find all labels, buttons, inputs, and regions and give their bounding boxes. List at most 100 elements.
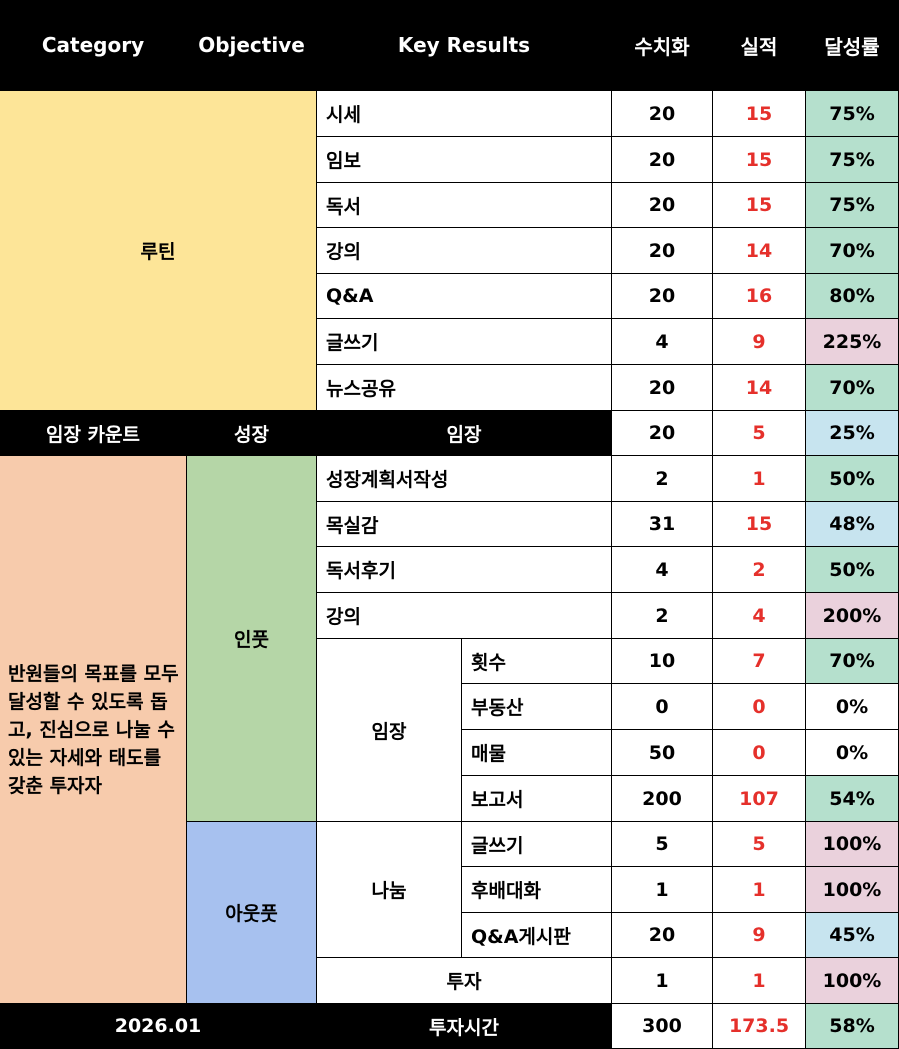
kr-label: 목실감: [317, 502, 612, 547]
actual-value: 1: [713, 867, 806, 913]
kr-sub-label: 후배대화: [462, 867, 612, 913]
category-vision: 반원들의 목표를 모두 달성할 수 있도록 돕고, 진심으로 나눌 수 있는 자…: [0, 456, 187, 1004]
target-value: 20: [612, 411, 713, 456]
actual-value: 1: [713, 456, 806, 502]
header-target: 수치화: [612, 0, 713, 91]
objective-output: 아웃풋: [187, 822, 317, 1004]
actual-value: 1: [713, 958, 806, 1004]
actual-value: 7: [713, 639, 806, 684]
rate-value: 70%: [806, 228, 899, 274]
target-value: 200: [612, 776, 713, 822]
kr-label: 임보: [317, 137, 612, 183]
actual-value: 14: [713, 365, 806, 411]
target-value: 20: [612, 228, 713, 274]
target-value: 1: [612, 958, 713, 1004]
actual-value: 16: [713, 274, 806, 319]
target-value: 0: [612, 684, 713, 730]
actual-value: 0: [713, 730, 806, 776]
actual-value: 2: [713, 547, 806, 593]
kr-label: 강의: [317, 593, 612, 639]
actual-value: 5: [713, 411, 806, 456]
header-rate: 달성률: [806, 0, 899, 91]
kr-label: 뉴스공유: [317, 365, 612, 411]
header-actual: 실적: [713, 0, 806, 91]
rate-value: 70%: [806, 365, 899, 411]
header-key-results: Key Results: [317, 0, 612, 91]
target-value: 2: [612, 593, 713, 639]
category-routine: 루틴: [0, 91, 317, 411]
kr-label: 독서후기: [317, 547, 612, 593]
rate-value: 48%: [806, 502, 899, 547]
target-value: 20: [612, 913, 713, 958]
rate-value: 0%: [806, 684, 899, 730]
rate-value: 225%: [806, 319, 899, 365]
header-category: Category: [0, 0, 187, 91]
rate-value: 100%: [806, 867, 899, 913]
rate-value: 50%: [806, 547, 899, 593]
actual-value: 9: [713, 913, 806, 958]
header-objective: Objective: [187, 0, 317, 91]
rate-value: 100%: [806, 822, 899, 867]
rate-value: 58%: [806, 1004, 899, 1049]
kr-label: 글쓰기: [317, 319, 612, 365]
kr-sub-label: 횟수: [462, 639, 612, 684]
kr-group-imjang: 임장: [317, 639, 462, 822]
rate-value: 70%: [806, 639, 899, 684]
kr-imjang: 임장: [317, 411, 612, 456]
kr-label: 성장계획서작성: [317, 456, 612, 502]
actual-value: 4: [713, 593, 806, 639]
target-value: 300: [612, 1004, 713, 1049]
target-value: 20: [612, 91, 713, 137]
target-value: 20: [612, 365, 713, 411]
actual-value: 14: [713, 228, 806, 274]
rate-value: 75%: [806, 183, 899, 228]
kr-sub-label: 보고서: [462, 776, 612, 822]
actual-value: 173.5: [713, 1004, 806, 1049]
footer-period: 2026.01: [0, 1004, 317, 1049]
rate-value: 0%: [806, 730, 899, 776]
rate-value: 200%: [806, 593, 899, 639]
kr-sub-label: Q&A게시판: [462, 913, 612, 958]
category-imjang-count: 임장 카운트: [0, 411, 187, 456]
rate-value: 45%: [806, 913, 899, 958]
rate-value: 54%: [806, 776, 899, 822]
target-value: 4: [612, 547, 713, 593]
actual-value: 0: [713, 684, 806, 730]
objective-growth: 성장: [187, 411, 317, 456]
target-value: 1: [612, 867, 713, 913]
actual-value: 15: [713, 137, 806, 183]
footer-invest-time: 투자시간: [317, 1004, 612, 1049]
actual-value: 15: [713, 502, 806, 547]
kr-group-sharing: 나눔: [317, 822, 462, 958]
actual-value: 15: [713, 91, 806, 137]
kr-label: 독서: [317, 183, 612, 228]
target-value: 20: [612, 137, 713, 183]
rate-value: 75%: [806, 137, 899, 183]
kr-sub-label: 매물: [462, 730, 612, 776]
rate-value: 50%: [806, 456, 899, 502]
kr-label: Q&A: [317, 274, 612, 319]
objective-input: 인풋: [187, 456, 317, 822]
rate-value: 75%: [806, 91, 899, 137]
rate-value: 25%: [806, 411, 899, 456]
kr-invest: 투자: [317, 958, 612, 1004]
target-value: 2: [612, 456, 713, 502]
kr-label: 시세: [317, 91, 612, 137]
actual-value: 107: [713, 776, 806, 822]
rate-value: 100%: [806, 958, 899, 1004]
target-value: 20: [612, 183, 713, 228]
rate-value: 80%: [806, 274, 899, 319]
target-value: 5: [612, 822, 713, 867]
target-value: 31: [612, 502, 713, 547]
target-value: 20: [612, 274, 713, 319]
actual-value: 5: [713, 822, 806, 867]
actual-value: 15: [713, 183, 806, 228]
kr-sub-label: 부동산: [462, 684, 612, 730]
target-value: 4: [612, 319, 713, 365]
kr-label: 강의: [317, 228, 612, 274]
actual-value: 9: [713, 319, 806, 365]
target-value: 50: [612, 730, 713, 776]
target-value: 10: [612, 639, 713, 684]
kr-sub-label: 글쓰기: [462, 822, 612, 867]
